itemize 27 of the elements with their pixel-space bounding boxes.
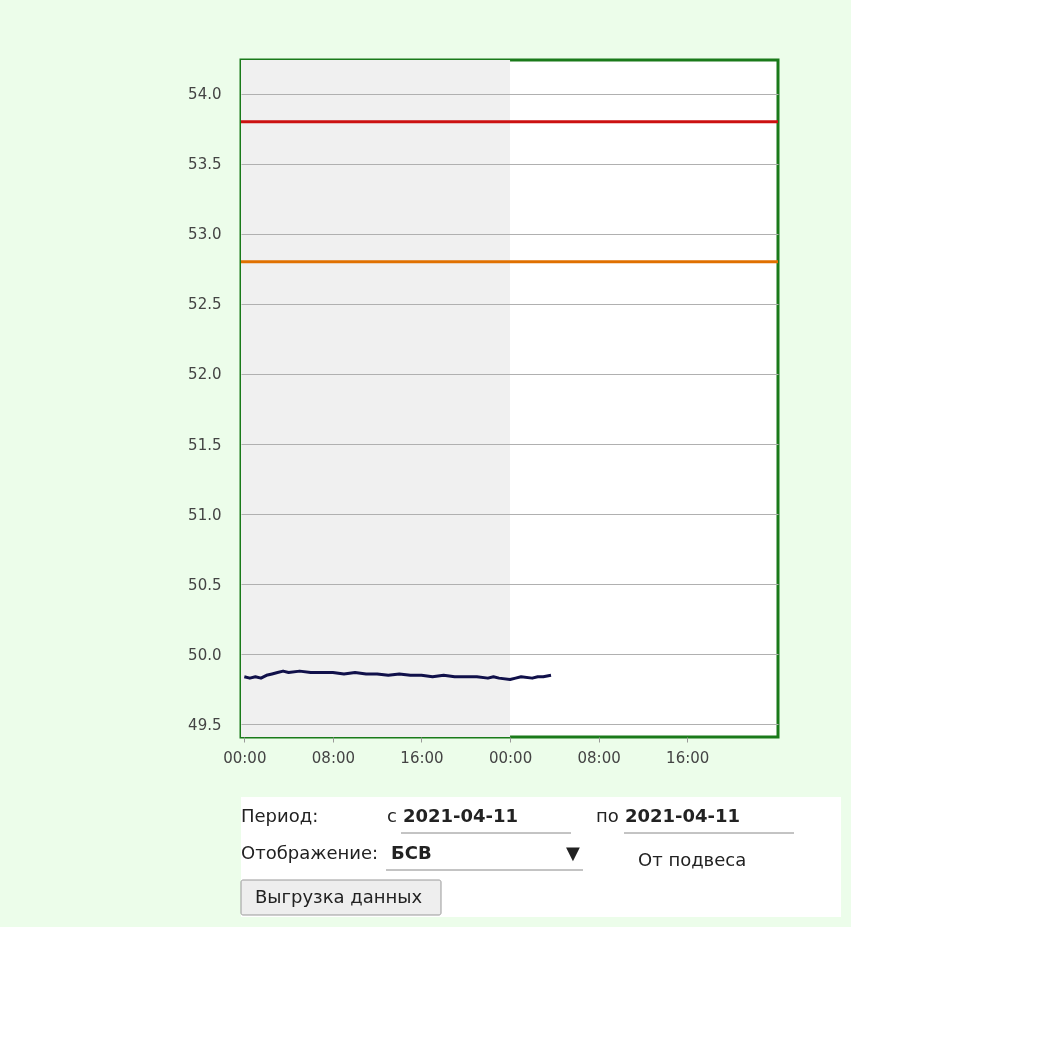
x-tick-label: 00:00 (223, 748, 267, 767)
y-tick-label: 52.5 (188, 295, 222, 314)
x-tick-label: 16:00 (400, 748, 444, 767)
y-tick-label: 53.0 (188, 225, 222, 244)
text: Отображение: (241, 842, 379, 863)
y-tick-label: 54.0 (188, 85, 222, 104)
y-tick-label: 51.5 (188, 435, 222, 454)
text: 2021-04-11 (403, 805, 519, 826)
y-tick-label: 51.0 (188, 505, 222, 524)
y-tick-label: 52.0 (188, 365, 222, 384)
text: БСВ (391, 842, 432, 863)
x-tick-label: 16:00 (666, 748, 710, 767)
y-tick-label: 50.5 (188, 575, 222, 594)
y-tick-label: 50.0 (188, 645, 222, 664)
y-tick-label: 49.5 (188, 715, 222, 734)
line-series (242, 669, 553, 682)
x-tick-label: 00:00 (488, 748, 533, 767)
text: ▼ (566, 842, 580, 863)
text: с (387, 805, 397, 826)
text: 2021-04-11 (625, 805, 741, 826)
text: От подвеса (638, 849, 747, 870)
y-tick-label: 53.5 (188, 155, 222, 174)
text: Выгрузка данных (255, 886, 423, 907)
text: по (596, 805, 619, 826)
text: Период: (241, 805, 319, 826)
x-tick-label: 08:00 (577, 748, 621, 767)
x-tick-label: 08:00 (311, 748, 356, 767)
